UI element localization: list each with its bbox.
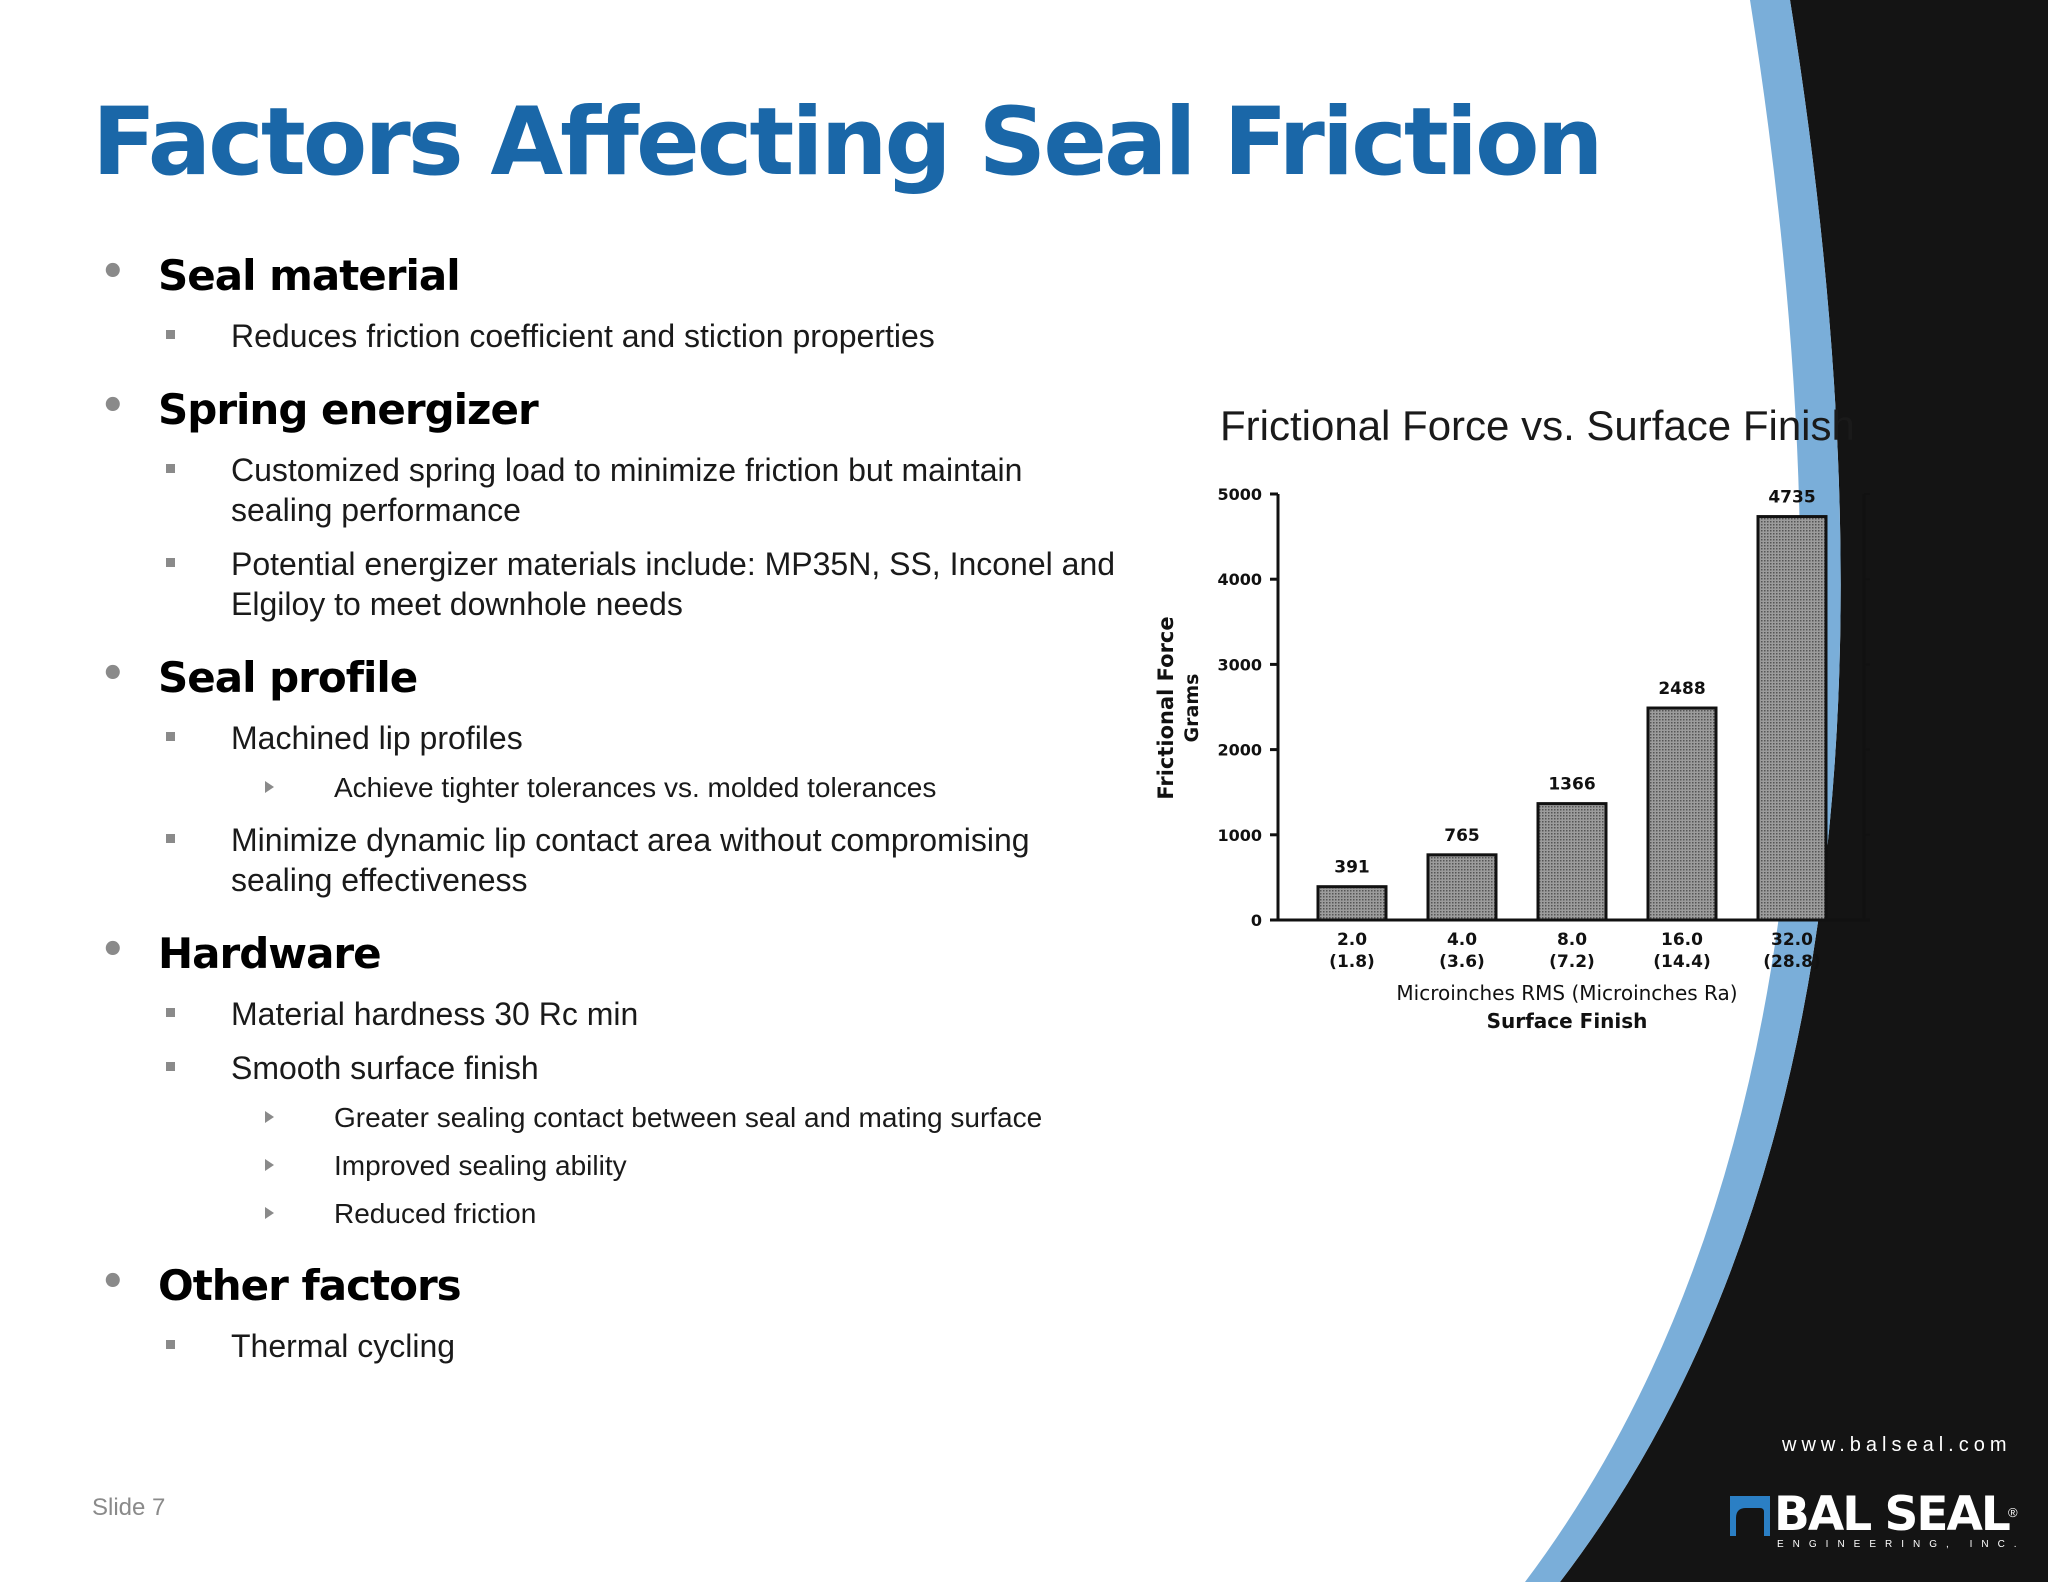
y-axis-unit: Grams <box>1181 674 1203 743</box>
registered-mark: ® <box>2008 1505 2018 1520</box>
triangle-bullet-icon <box>265 1207 274 1219</box>
x-tick-label: 32.0 <box>1771 930 1813 950</box>
bullet-text: Reduced friction <box>334 1198 537 1229</box>
sub-bullet: Minimize dynamic lip contact area withou… <box>100 820 1130 900</box>
bullet-text: Spring energizer <box>158 385 539 434</box>
dark-side-panel <box>1560 0 2048 1582</box>
bullet-text: Seal profile <box>158 653 418 702</box>
bullet-seal-material: • Seal material <box>100 249 1130 302</box>
round-bullet-icon: • <box>100 249 126 295</box>
blue-arc <box>1525 0 1841 1582</box>
bullet-text: Improved sealing ability <box>334 1150 627 1181</box>
sub-bullet: Reduces friction coefficient and stictio… <box>100 316 1130 356</box>
x-tick-sublabel: (14.4) <box>1653 952 1710 972</box>
x-axis-label: Microinches RMS (Microinches Ra) <box>1396 981 1737 1005</box>
bullet-text: Thermal cycling <box>231 1328 456 1364</box>
square-bullet-icon <box>166 1008 175 1017</box>
bullet-text: Reduces friction coefficient and stictio… <box>231 318 935 354</box>
bullet-text: Seal material <box>158 251 461 300</box>
website-url[interactable]: www.balseal.com <box>1782 1434 2012 1456</box>
round-bullet-icon: • <box>100 1259 126 1305</box>
triangle-bullet-icon <box>265 781 274 793</box>
bar <box>1536 802 1608 922</box>
round-bullet-icon: • <box>100 651 126 697</box>
square-bullet-icon <box>166 1340 175 1349</box>
y-tick-label: 4000 <box>1217 570 1262 589</box>
square-bullet-icon <box>166 330 175 339</box>
chart-title: Frictional Force vs. Surface Finish <box>1220 402 1855 449</box>
x-tick-sublabel: (28.8) <box>1763 952 1820 972</box>
x-tick-sublabel: (1.8) <box>1329 952 1375 972</box>
triangle-bullet-icon <box>265 1159 274 1171</box>
bar-data-label: 4735 <box>1768 488 1815 508</box>
bar <box>1316 885 1388 922</box>
bar-data-label: 2488 <box>1658 679 1705 699</box>
logo-subtitle: ENGINEERING, INC. <box>1777 1539 2026 1550</box>
sub-sub-bullet: Achieve tighter tolerances vs. molded to… <box>100 770 1130 806</box>
slide-number: Slide 7 <box>92 1494 166 1521</box>
sub-bullet: Thermal cycling <box>100 1326 1130 1366</box>
sub-bullet: Material hardness 30 Rc min <box>100 994 1130 1034</box>
x-tick-label: 2.0 <box>1337 930 1367 950</box>
sub-sub-bullet: Greater sealing contact between seal and… <box>100 1100 1130 1136</box>
bullet-text: Hardware <box>158 929 382 978</box>
sub-bullet: Potential energizer materials include: M… <box>100 544 1130 624</box>
bullet-text: Greater sealing contact between seal and… <box>334 1102 1043 1133</box>
bullet-seal-profile: • Seal profile <box>100 651 1130 704</box>
bullet-text: Achieve tighter tolerances vs. molded to… <box>334 772 937 803</box>
x-tick-sublabel: (7.2) <box>1549 952 1595 972</box>
square-bullet-icon <box>166 464 175 473</box>
bullet-text: Potential energizer materials include: M… <box>231 546 1116 622</box>
x-tick-sublabel: (3.6) <box>1439 952 1485 972</box>
bar-data-label: 391 <box>1334 858 1370 878</box>
bullet-list: • Seal material Reduces friction coeffici… <box>100 249 1130 1366</box>
bar <box>1426 853 1498 922</box>
round-bullet-icon: • <box>100 927 126 973</box>
bullet-text: Smooth surface finish <box>231 1050 539 1086</box>
bullet-other-factors: • Other factors <box>100 1259 1130 1312</box>
sub-bullet: Machined lip profiles <box>100 718 1130 758</box>
y-tick-label: 0 <box>1251 911 1262 930</box>
bar-data-label: 765 <box>1444 826 1480 846</box>
sub-sub-bullet: Improved sealing ability <box>100 1148 1130 1184</box>
bullet-text: Minimize dynamic lip contact area withou… <box>231 822 1030 898</box>
bullet-text: Customized spring load to minimize frict… <box>231 452 1023 528</box>
bar <box>1756 515 1828 922</box>
bullet-text: Machined lip profiles <box>231 720 523 756</box>
bullet-text: Material hardness 30 Rc min <box>231 996 639 1032</box>
square-bullet-icon <box>166 1062 175 1071</box>
page-title: Factors Affecting Seal Friction <box>92 88 1603 197</box>
frictional-force-bar-chart: 391 765 1366 2488 4735 0 1000 2000 3000 4000 5000… <box>1154 485 1870 1033</box>
bar-data-label: 1366 <box>1548 775 1595 795</box>
y-tick-label: 2000 <box>1217 741 1262 760</box>
triangle-bullet-icon <box>265 1111 274 1123</box>
bullet-hardware: • Hardware <box>100 927 1130 980</box>
bar <box>1646 706 1718 922</box>
bullet-text: Other factors <box>158 1261 462 1310</box>
round-bullet-icon: • <box>100 383 126 429</box>
y-tick-label: 3000 <box>1217 655 1262 674</box>
sub-bullet: Customized spring load to minimize frict… <box>100 450 1130 530</box>
x-tick-label: 4.0 <box>1447 930 1477 950</box>
bullet-spring-energizer: • Spring energizer <box>100 383 1130 436</box>
x-tick-label: 8.0 <box>1557 930 1587 950</box>
x-tick-label: 16.0 <box>1661 930 1703 950</box>
square-bullet-icon <box>166 834 175 843</box>
sub-sub-bullet: Reduced friction <box>100 1196 1130 1232</box>
logo-text: BAL SEAL <box>1774 1487 2011 1542</box>
logo-mark-icon <box>1730 1496 1770 1536</box>
square-bullet-icon <box>166 732 175 741</box>
x-axis-title: Surface Finish <box>1487 1009 1648 1033</box>
y-tick-label: 1000 <box>1217 826 1262 845</box>
bal-seal-logo: BAL SEAL ® ENGINEERING, INC. <box>1730 1487 2020 1550</box>
y-tick-label: 5000 <box>1217 485 1262 504</box>
y-axis-label: Frictional Force <box>1154 616 1178 799</box>
sub-bullet: Smooth surface finish <box>100 1048 1130 1088</box>
square-bullet-icon <box>166 558 175 567</box>
